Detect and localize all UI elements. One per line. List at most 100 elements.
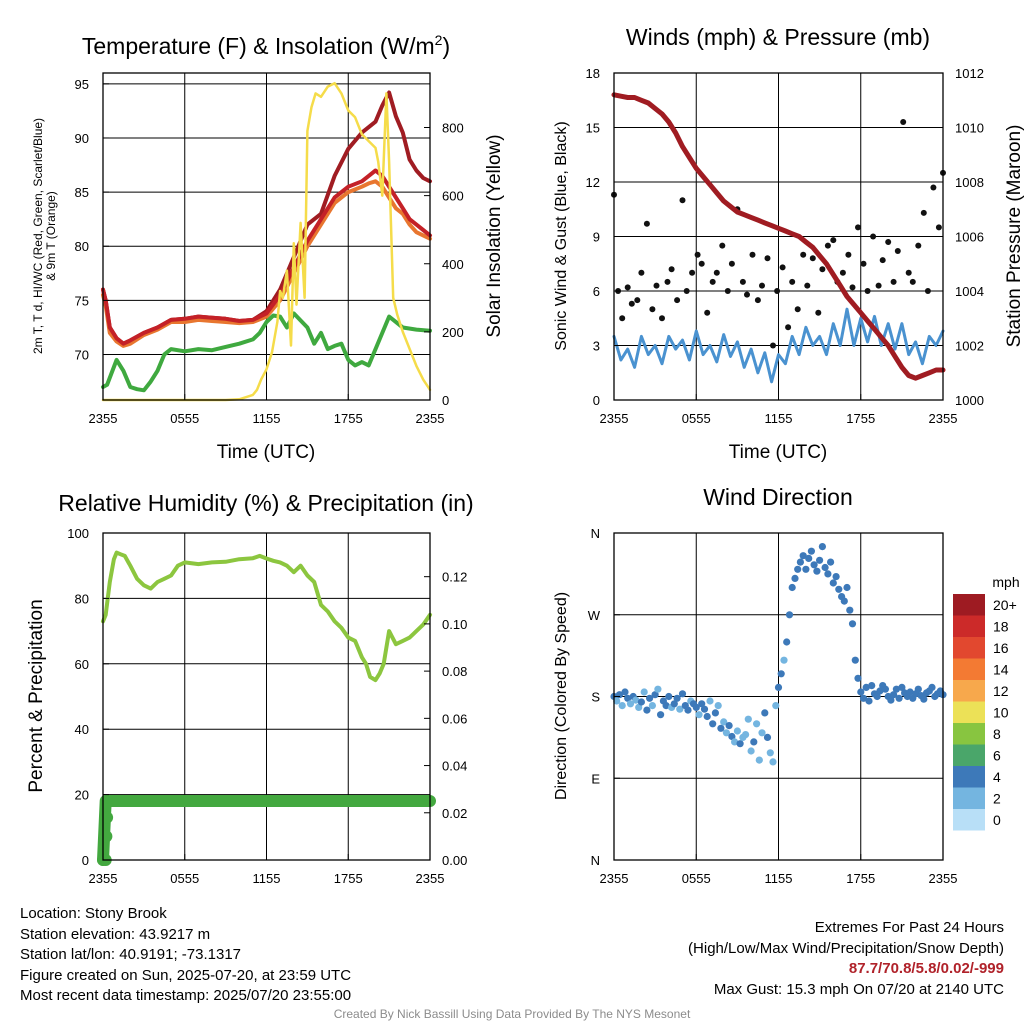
direction-point [876, 687, 884, 695]
legend-swatch [953, 658, 985, 680]
data-point [719, 242, 726, 249]
direction-point [747, 747, 755, 755]
data-point [915, 242, 922, 249]
series-line [612, 307, 945, 384]
y-tick-label: W [588, 608, 601, 623]
y-tick-label: 18 [586, 66, 600, 81]
data-point [619, 315, 626, 322]
series-line [101, 550, 432, 683]
direction-point [813, 567, 821, 575]
direction-point [750, 738, 758, 746]
data-point [789, 278, 796, 285]
direction-point [725, 722, 733, 730]
legend-label: 4 [993, 769, 1001, 785]
y2-tick-label: 0.08 [442, 664, 467, 679]
legend-swatch [953, 637, 985, 659]
y-tick-label: 0 [593, 393, 600, 408]
direction-point [794, 565, 802, 573]
direction-point [788, 583, 796, 592]
extremes-values: 87.7/70.8/5.8/0.02/-999 [848, 960, 1004, 977]
y-tick-label: 85 [75, 185, 89, 200]
speed-legend: mph 20+ 18 16 14 12 10 8 6 4 2 0 [953, 574, 1020, 831]
data-point [101, 811, 114, 824]
y-tick-label: 80 [75, 239, 89, 254]
direction-point [898, 683, 906, 692]
humidity-ticks: 2355 0555 1155 1755 23550204060801000.000.02… [67, 526, 467, 886]
data-point [864, 288, 871, 294]
extremes-subtitle: (High/Low/Max Wind/Precipitation/Snow De… [688, 939, 1004, 957]
data-point [860, 260, 867, 267]
direction-point [637, 698, 646, 706]
y2-tick-label: 0.00 [442, 853, 467, 868]
legend-swatch [953, 809, 985, 831]
temperature-ylabel-right: Solar Insolation (Yellow) [484, 134, 505, 337]
data-point [724, 288, 731, 294]
direction-point [626, 700, 635, 708]
x-tick-label: 2355 [600, 871, 629, 886]
direction-point [651, 691, 659, 699]
humidity-ylabel: Percent & Precipitation [26, 599, 47, 792]
direction-point [859, 694, 868, 702]
direction-point [785, 611, 794, 619]
data-point [935, 224, 942, 231]
winds-xlabel: Time (UTC) [729, 442, 828, 463]
data-point [849, 284, 856, 291]
direction-point [646, 694, 654, 702]
data-point [855, 224, 861, 231]
data-point [920, 209, 927, 216]
y-tick-label: 3 [593, 339, 600, 354]
x-tick-label: 0555 [682, 411, 711, 426]
legend-swatch [953, 701, 985, 723]
data-point [624, 284, 631, 291]
temperature-xlabel: Time (UTC) [217, 442, 316, 463]
y2-tick-label: 400 [442, 257, 464, 272]
data-point [664, 278, 671, 285]
direction-point [613, 697, 621, 705]
y-tick-label: 100 [67, 526, 89, 541]
data-point [764, 255, 771, 262]
direction-point [862, 683, 870, 692]
direction-point [648, 702, 657, 710]
data-point [628, 300, 635, 307]
y-tick-label: N [591, 853, 600, 868]
data-point [659, 315, 665, 322]
direction-point [755, 756, 763, 764]
direction-point [698, 700, 706, 708]
x-tick-label: 1755 [334, 411, 363, 426]
y2-tick-label: 0.06 [442, 711, 467, 726]
humidity-title: Relative Humidity (%) & Precipitation (i… [58, 490, 473, 516]
x-tick-label: 2355 [929, 871, 958, 886]
humidity-series [97, 550, 436, 866]
temperature-ylabel-line2: & 9m T (Orange) [44, 191, 58, 281]
data-point [643, 220, 650, 227]
data-point [754, 297, 761, 304]
data-point [924, 288, 931, 294]
data-point [845, 251, 852, 258]
x-tick-label: 0555 [170, 411, 199, 426]
data-point [698, 260, 705, 267]
y2-tick-label: 0.12 [442, 570, 467, 585]
y2-tick-label: 200 [442, 325, 464, 340]
direction-point [731, 738, 739, 746]
direction-point [783, 638, 791, 646]
y2-tick-label: 1006 [955, 230, 984, 245]
winds-title: Winds (mph) & Pressure (mb) [626, 24, 930, 50]
direction-point [769, 758, 777, 766]
legend-label: 20+ [993, 597, 1017, 613]
direction-point [761, 709, 769, 717]
direction-point [810, 561, 818, 569]
direction-point [722, 729, 731, 737]
direction-point [692, 703, 700, 712]
y-tick-label: N [591, 526, 600, 541]
y-tick-label: 60 [75, 657, 89, 672]
data-point [824, 242, 831, 249]
max-gust: Max Gust: 15.3 mph On 07/20 at 2140 UTC [713, 980, 1004, 998]
temperature-ylabel: 2m T, T d, HI/WC (Red, Green, Scarlet/Bl… [31, 118, 58, 354]
direction-point [624, 694, 632, 702]
direction-point [887, 696, 895, 704]
data-point [744, 291, 750, 298]
direction-point [818, 543, 827, 551]
legend-swatch [953, 766, 985, 788]
data-point [879, 257, 886, 264]
data-point [749, 251, 756, 258]
